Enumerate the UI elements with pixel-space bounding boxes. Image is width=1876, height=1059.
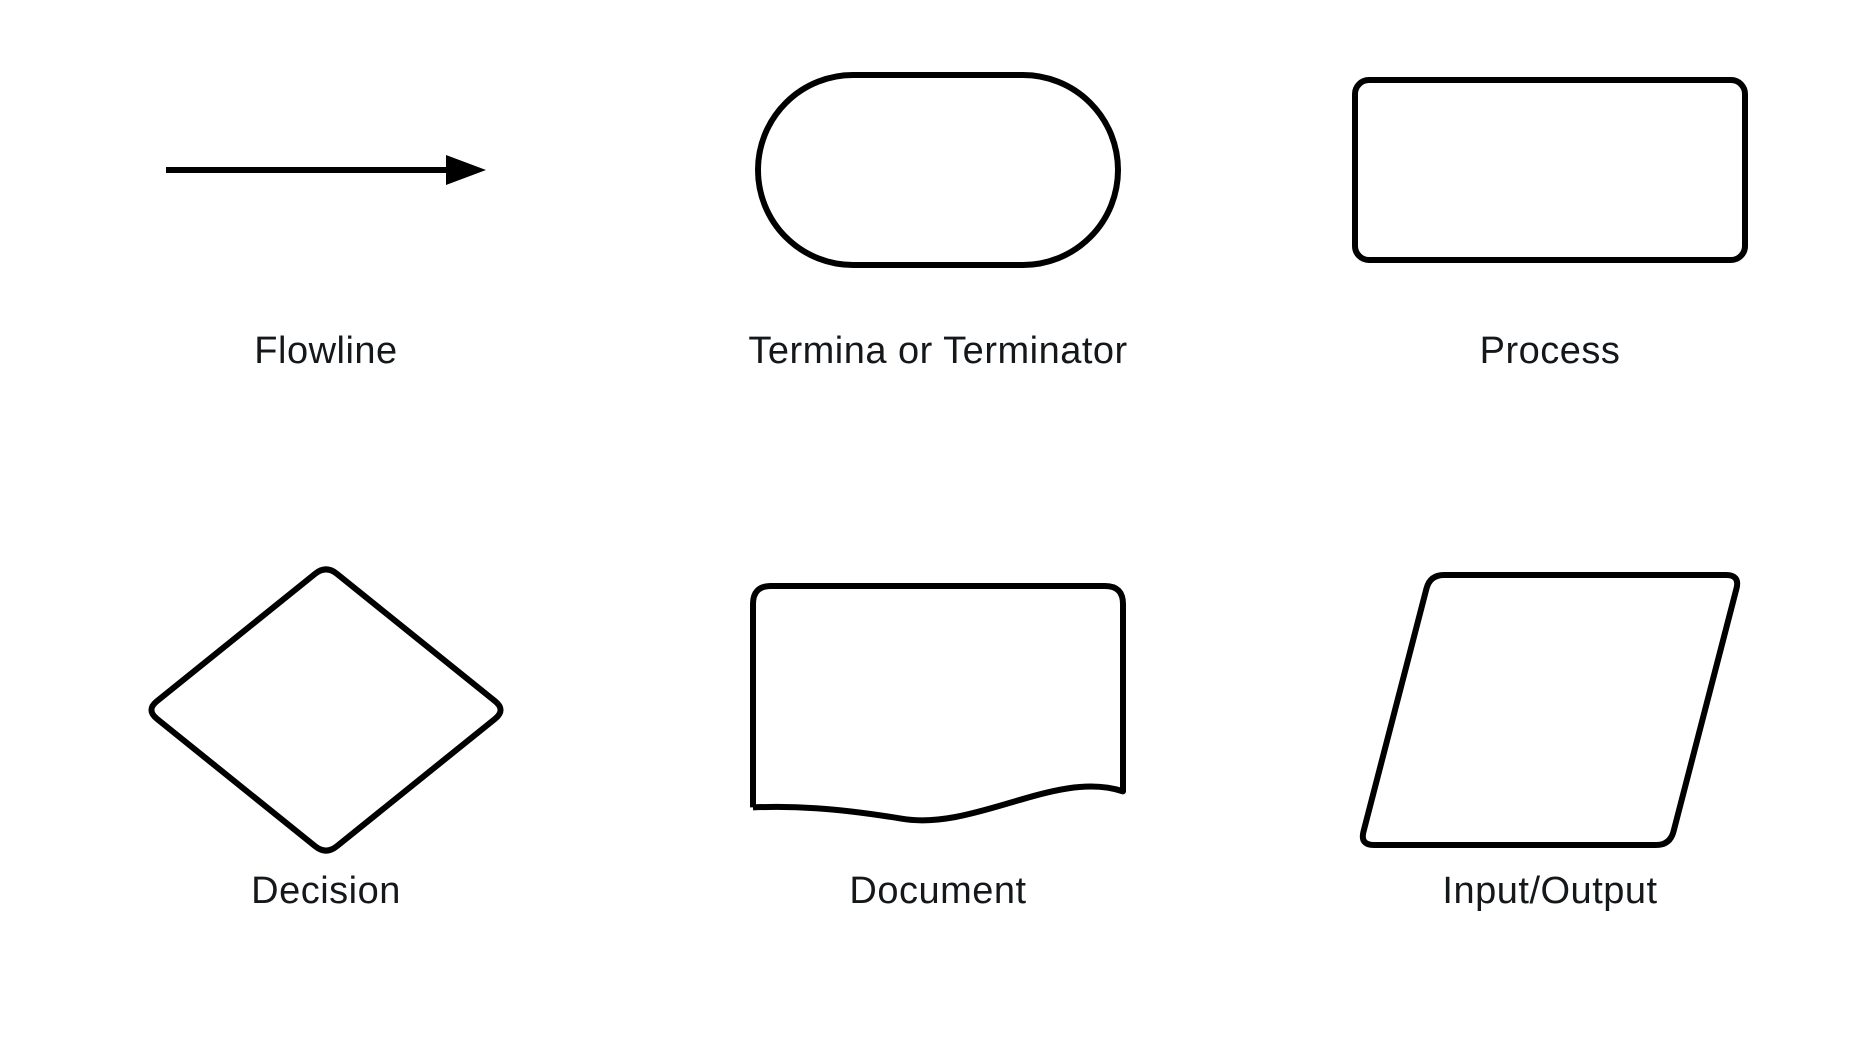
process-label: Process	[1480, 330, 1621, 373]
flowline-icon	[146, 120, 506, 220]
io-label: Input/Output	[1442, 870, 1657, 913]
flowline-label: Flowline	[254, 330, 397, 373]
decision-icon	[136, 555, 516, 865]
symbol-flowline: Flowline	[20, 40, 632, 460]
flowline-shape-area	[20, 40, 632, 300]
document-icon	[741, 574, 1135, 845]
document-shape-area	[632, 580, 1244, 840]
terminator-label: Termina or Terminator	[748, 330, 1127, 373]
terminator-shape-area	[632, 40, 1244, 300]
process-shape-area	[1244, 40, 1856, 300]
terminator-icon	[748, 65, 1128, 275]
symbol-process: Process	[1244, 40, 1856, 460]
io-shape-area	[1244, 580, 1856, 840]
symbol-decision: Decision	[20, 580, 632, 1000]
process-icon	[1345, 70, 1755, 270]
flowchart-symbols-grid: Flowline Termina or Terminator Process D…	[0, 0, 1876, 1059]
decision-label: Decision	[251, 870, 401, 913]
io-icon	[1350, 565, 1750, 855]
symbol-io: Input/Output	[1244, 580, 1856, 1000]
symbol-document: Document	[632, 580, 1244, 1000]
decision-shape-area	[20, 580, 632, 840]
document-label: Document	[849, 870, 1026, 913]
symbol-terminator: Termina or Terminator	[632, 40, 1244, 460]
